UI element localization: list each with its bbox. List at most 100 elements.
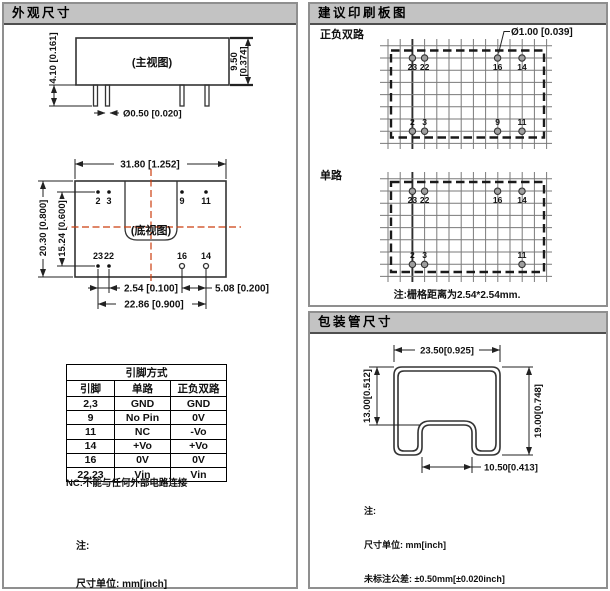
bottom-view-label: (底视图) (131, 223, 172, 237)
cell: 0V (114, 452, 171, 468)
pin-label-2: 2 (410, 250, 415, 260)
pin-label-16: 16 (493, 195, 503, 205)
dim-tube-notch: 10.50[0.413] (421, 457, 538, 474)
dim-pin-length-label: 4.10 [0.161] (48, 32, 59, 83)
cell: +Vo (170, 438, 227, 454)
dim-body-height-label-2: [0.374] (239, 46, 250, 76)
pin-label-2: 2 (410, 117, 415, 127)
outline-panel-title: 外观尺寸 (4, 4, 296, 25)
table-row: 2,3 GND GND (66, 395, 227, 412)
note-line: 尺寸单位: mm[inch] (76, 578, 168, 590)
dim-width: 31.80 [1.252] (74, 157, 227, 179)
dual-grid (380, 39, 552, 149)
dim-body-depth-label: 20.30 [0.800] (38, 200, 49, 257)
pin-label-14: 14 (517, 195, 527, 205)
dual-pins (408, 54, 526, 135)
pin-label-16: 16 (177, 251, 187, 261)
dim-pin-row-span: 15.24 [0.600] (56, 191, 95, 267)
pin-label-22: 22 (420, 195, 430, 205)
tube-profile (393, 366, 501, 456)
cell: NC (114, 424, 171, 440)
table-row: 22,23 Vin Vin (66, 466, 227, 483)
dim-pitch-508-label: 5.08 [0.200] (215, 284, 269, 295)
front-view-label: (主视图) (132, 55, 173, 69)
dim-body-height-label-1: 9.50 (229, 52, 240, 71)
cell: 16 (66, 452, 115, 468)
single-pins (408, 187, 526, 269)
pin-label-11: 11 (201, 196, 211, 206)
pcb-layout-panel: 建议印刷板图 正负双路 23 22 16 14 2 (308, 2, 608, 307)
pcb-panel-body: 正负双路 23 22 16 14 2 3 9 (310, 25, 606, 305)
pin-table-header-dual: 正负双路 (170, 380, 227, 397)
dim-pitch-254-label: 2.54 [0.100] (124, 284, 178, 295)
pin-label-14: 14 (201, 251, 211, 261)
pin-label-23: 23 (93, 251, 103, 261)
table-row: 9 No Pin 0V (66, 410, 227, 426)
pin-label-22: 22 (420, 62, 430, 72)
outline-panel-body: (主视图) 9.50 [0.374] (4, 25, 296, 590)
bottom-view: 31.80 [1.252] (底视图) 2 3 (37, 157, 269, 311)
front-view: (主视图) 9.50 [0.374] (48, 32, 253, 120)
grid-pitch-note: 注:栅格距离为2.54*2.54mm. (394, 288, 521, 301)
pin-table: 引脚方式 引脚 单路 正负双路 2,3 GND GND 9 No Pin 0V (66, 364, 227, 483)
cell: +Vo (114, 438, 171, 454)
dual-pin-labels: 23 22 16 14 2 3 9 11 (408, 62, 527, 127)
front-view-pins (92, 84, 210, 107)
pin-label-11: 11 (518, 117, 527, 127)
dim-tube-right-height: 19.00[0.748] (502, 366, 544, 456)
tube-panel-title: 包装管尺寸 (310, 313, 606, 334)
cell: 2,3 (66, 395, 115, 412)
dim-tube-width: 23.50[0.925] (393, 344, 501, 362)
tube-panel-body: 23.50[0.925] 13.00[0.512] (310, 334, 606, 587)
pin-label-3: 3 (422, 117, 427, 127)
packaging-tube-panel: 包装管尺寸 23.50[0.925] (308, 311, 608, 589)
pin-label-16: 16 (493, 62, 503, 72)
pin-label-22: 22 (104, 251, 114, 261)
bottom-recess-outline (124, 181, 178, 241)
cell: Vin (170, 466, 227, 483)
pin-label-3: 3 (106, 196, 111, 206)
hole-diameter-leader (498, 31, 510, 54)
pin-label-14: 14 (517, 62, 527, 72)
dim-tube-notch-label: 10.50[0.413] (484, 463, 538, 474)
note-line: 未标注公差: ±0.50mm[±0.020inch] (364, 574, 505, 585)
tube-notes: 注: 尺寸单位: mm[inch] 未标注公差: ±0.50mm[±0.020i… (364, 483, 554, 591)
outline-dimensions-panel: 外观尺寸 (主视图) (2, 2, 298, 590)
cell: 11 (66, 424, 115, 440)
cell: GND (170, 395, 227, 412)
dim-pin-row-span-label: 15.24 [0.600] (57, 200, 68, 257)
cell: 22,23 (66, 466, 115, 483)
outline-drawing: (主视图) 9.50 [0.374] (37, 32, 269, 311)
hole-diameter-label: Ø1.00 [0.039] (511, 27, 573, 38)
single-output-label: 单路 (320, 168, 343, 182)
dim-body-depth: 20.30 [0.800] (37, 180, 73, 278)
dim-pin-length: 4.10 [0.161] (48, 32, 92, 107)
pcb-panel-title: 建议印刷板图 (310, 4, 606, 25)
dim-tube-left-height: 13.00[0.512] (362, 366, 420, 426)
pin-table-header-pin: 引脚 (66, 380, 115, 397)
pin-label-23: 23 (408, 195, 418, 205)
pin-label-11: 11 (518, 250, 527, 260)
dim-pin-diameter: Ø0.50 [0.020] (94, 109, 182, 120)
cell: No Pin (114, 410, 171, 426)
single-grid (380, 172, 552, 282)
pin-label-9: 9 (179, 196, 184, 206)
table-row: 11 NC -Vo (66, 424, 227, 440)
dim-tube-width-label: 23.50[0.925] (420, 346, 474, 357)
outline-notes: 注: 尺寸单位: mm[inch] 端子直径公差: ±0.10mm[±0.004… (76, 515, 243, 591)
pin-label-23: 23 (408, 62, 418, 72)
dim-body-height: 9.50 [0.374] (229, 36, 253, 87)
pin-table-title: 引脚方式 (66, 364, 227, 381)
cell: 0V (170, 452, 227, 468)
dim-width-label: 31.80 [1.252] (120, 160, 180, 171)
dual-output-label: 正负双路 (320, 27, 365, 41)
cell: 0V (170, 410, 227, 426)
single-footprint-outline (389, 180, 546, 274)
pin-label-9: 9 (495, 117, 500, 127)
module-body-front (75, 37, 230, 86)
pcb-drawing: 正负双路 23 22 16 14 2 3 9 (320, 27, 573, 301)
note-line: 注: (364, 505, 376, 516)
tube-drawing: 23.50[0.925] 13.00[0.512] (362, 344, 544, 474)
dim-span-label: 22.86 [0.900] (124, 300, 184, 311)
